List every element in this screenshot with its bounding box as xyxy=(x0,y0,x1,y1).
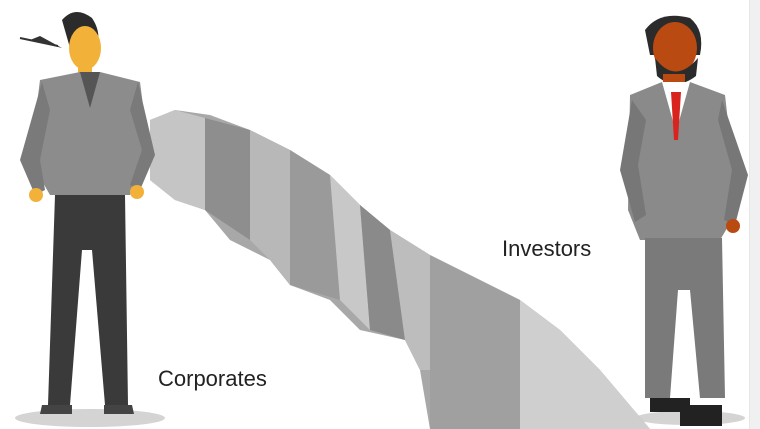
cliff-gap-icon xyxy=(150,110,650,429)
page-edge-strip xyxy=(749,0,760,429)
corporates-label: Corporates xyxy=(158,366,267,391)
businessman-icon xyxy=(620,15,748,426)
woman-shadow xyxy=(15,409,165,427)
investors-label: Investors xyxy=(502,236,592,261)
businesswoman-icon xyxy=(19,11,155,414)
